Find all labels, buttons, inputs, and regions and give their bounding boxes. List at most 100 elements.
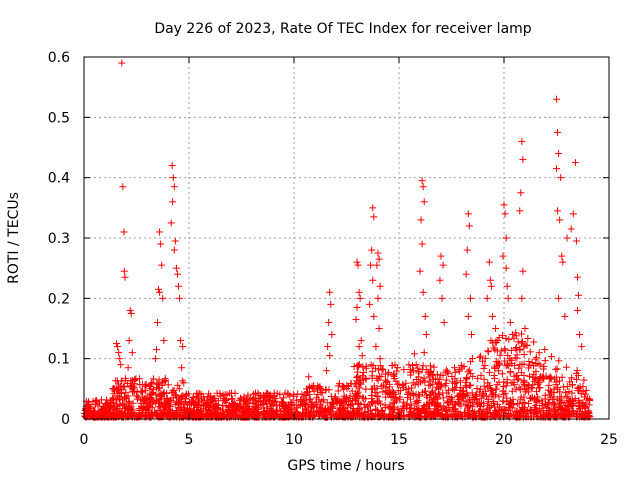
- data-point: [494, 337, 502, 345]
- data-point: [213, 389, 221, 397]
- data-point: [423, 392, 431, 400]
- data-point: [155, 285, 163, 293]
- data-point: [327, 300, 335, 308]
- data-point: [107, 403, 115, 411]
- data-point: [172, 391, 180, 399]
- data-point: [540, 411, 548, 419]
- data-point: [518, 404, 526, 412]
- data-point: [550, 389, 558, 397]
- data-point: [428, 371, 436, 379]
- data-point: [568, 397, 576, 405]
- data-point: [239, 404, 247, 412]
- data-point: [219, 406, 227, 414]
- data-point: [377, 373, 385, 381]
- data-point: [409, 379, 417, 387]
- data-point: [370, 312, 378, 320]
- data-point: [369, 204, 377, 212]
- data-point: [326, 352, 334, 360]
- data-point: [154, 318, 161, 326]
- data-point: [248, 411, 256, 419]
- data-point: [419, 362, 427, 370]
- data-point: [159, 294, 167, 302]
- data-point: [475, 399, 483, 407]
- data-point: [508, 404, 516, 412]
- data-point: [438, 411, 446, 419]
- data-point: [354, 261, 362, 269]
- data-point: [322, 385, 330, 393]
- data-point: [109, 385, 117, 393]
- data-point: [443, 368, 451, 376]
- data-point: [516, 361, 524, 369]
- data-point: [414, 364, 422, 372]
- data-point: [491, 374, 499, 382]
- data-point: [501, 345, 509, 353]
- data-point: [370, 382, 378, 390]
- data-point: [421, 408, 429, 416]
- data-point: [120, 228, 128, 236]
- data-point: [153, 396, 161, 404]
- data-point: [288, 400, 296, 408]
- data-point: [439, 261, 447, 269]
- data-point: [572, 369, 580, 377]
- data-point: [531, 396, 539, 404]
- data-point: [504, 406, 512, 414]
- data-point: [373, 389, 381, 397]
- data-point: [487, 282, 495, 290]
- data-point: [127, 403, 135, 411]
- data-point: [148, 389, 156, 397]
- data-point: [442, 366, 450, 374]
- data-point: [438, 294, 446, 302]
- data-point: [375, 255, 383, 263]
- data-point: [120, 382, 128, 390]
- data-point: [379, 388, 387, 396]
- data-point: [383, 377, 391, 385]
- data-point: [516, 207, 524, 215]
- data-point: [190, 409, 198, 417]
- data-point: [495, 367, 503, 375]
- data-point: [164, 400, 172, 408]
- data-point: [563, 234, 571, 242]
- x-tick-labels: 0 5 10 15 20 25: [80, 432, 618, 448]
- data-point: [356, 294, 364, 302]
- data-point: [362, 385, 370, 393]
- data-point: [205, 406, 213, 414]
- data-point: [536, 384, 544, 392]
- data-point: [541, 357, 549, 365]
- data-point: [412, 397, 420, 405]
- data-point: [545, 391, 553, 399]
- data-point: [512, 329, 520, 337]
- data-point: [280, 403, 288, 411]
- data-point: [426, 362, 434, 370]
- data-point: [580, 393, 588, 401]
- data-point: [499, 387, 507, 395]
- data-point: [535, 378, 543, 386]
- data-point: [416, 378, 424, 386]
- data-point: [436, 390, 444, 398]
- data-point: [280, 394, 288, 402]
- data-point: [516, 386, 524, 394]
- data-point: [420, 349, 428, 357]
- data-point: [389, 405, 397, 413]
- data-point: [459, 387, 467, 395]
- data-point: [189, 393, 197, 401]
- data-point: [558, 252, 566, 260]
- data-point: [355, 405, 363, 413]
- data-point: [555, 150, 563, 158]
- data-point: [529, 373, 537, 381]
- data-point: [312, 394, 320, 402]
- data-point: [168, 162, 176, 170]
- data-point: [468, 355, 476, 363]
- data-point: [530, 338, 538, 346]
- data-point: [423, 401, 431, 409]
- data-point: [241, 397, 249, 405]
- data-point: [396, 393, 404, 401]
- data-point: [369, 411, 377, 419]
- data-point: [253, 405, 261, 413]
- data-point: [122, 405, 130, 413]
- data-point: [327, 392, 335, 400]
- data-point: [451, 364, 459, 372]
- data-point: [515, 409, 523, 417]
- data-point: [520, 371, 528, 379]
- data-point: [523, 408, 531, 416]
- data-point: [502, 264, 510, 272]
